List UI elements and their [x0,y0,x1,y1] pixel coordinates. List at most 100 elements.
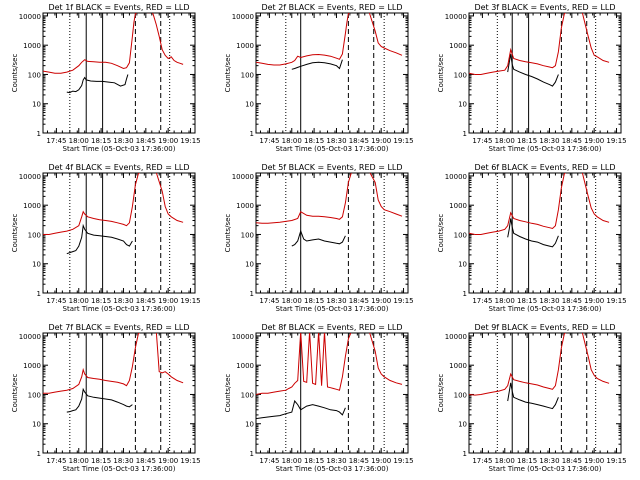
x-tick-label: 19:00 [158,137,178,145]
series-lld-line [256,13,403,66]
x-tick-label: 18:30 [326,457,346,465]
y-tick-label: 10 [458,261,467,269]
y-tick-label: 10000 [232,173,254,181]
x-tick-label: 18:15 [517,297,537,305]
x-tick-label: 18:15 [304,457,324,465]
plot-frame [255,172,409,294]
x-tick-label: 19:00 [371,137,391,145]
x-tick-label: 17:45 [46,457,66,465]
x-tick-label: 19:15 [606,297,626,305]
panel-title: Det 5f BLACK = Events, RED = LLD [261,163,402,172]
y-axis-label: Counts/sec [224,374,232,413]
y-tick-label: 100 [454,391,467,399]
y-axis-label: Counts/sec [11,214,19,253]
x-tick-label: 17:45 [46,137,66,145]
y-axis-label: Counts/sec [224,54,232,93]
x-tick-label: 19:15 [393,137,413,145]
series-lld-line [469,333,610,396]
x-tick-label: 18:45 [136,297,156,305]
plot-panel-5: Det 5f BLACK = Events, RED = LLD 1 10 100 10… [224,163,414,313]
series-events-line [66,387,133,413]
series-events-line [291,229,346,247]
y-axis-label: Counts/sec [437,54,445,93]
y-tick-label: 10000 [445,333,467,341]
series-events-line [291,59,343,70]
panel-title: Det 9f BLACK = Events, RED = LLD [474,323,615,332]
y-axis-label: Counts/sec [11,54,19,93]
plot-panel-3: Det 3f BLACK = Events, RED = LLD 1 10 100 10… [437,3,627,153]
y-tick-label: 10 [458,101,467,109]
y-tick-label: 1 [463,450,467,458]
series-lld-line [469,173,610,235]
y-tick-label: 1 [37,130,41,138]
y-tick-label: 10 [245,101,254,109]
x-tick-label: 19:15 [180,297,200,305]
x-tick-label: 19:00 [158,297,178,305]
y-tick-label: 1000 [236,362,254,370]
x-tick-label: 18:00 [282,297,302,305]
y-tick-label: 1 [250,450,254,458]
y-tick-label: 10000 [19,333,41,341]
x-tick-label: 18:45 [562,137,582,145]
y-tick-label: 100 [241,71,254,79]
plot-frame [255,12,409,134]
series-lld-line [256,333,403,395]
panel-title: Det 6f BLACK = Events, RED = LLD [474,163,615,172]
x-tick-label: 18:00 [69,297,89,305]
x-tick-label: 18:45 [349,457,369,465]
x-tick-label: 18:15 [91,297,111,305]
series-events-line [256,399,346,420]
series-lld-line [43,333,184,394]
plot-panel-4: Det 4f BLACK = Events, RED = LLD 1 10 100 10… [11,163,201,313]
x-tick-label: 18:30 [326,137,346,145]
plot-area [256,173,403,293]
x-tick-label: 17:45 [259,297,279,305]
plot-area [43,13,184,133]
x-axis-label: Start Time (05-Oct-03 17:36:00) [489,145,602,153]
x-tick-label: 19:15 [606,137,626,145]
x-tick-label: 17:45 [472,457,492,465]
x-axis-label: Start Time (05-Oct-03 17:36:00) [489,465,602,473]
x-tick-label: 18:30 [326,297,346,305]
x-tick-label: 18:30 [113,457,133,465]
x-tick-label: 19:15 [393,297,413,305]
plot-panel-8: Det 8f BLACK = Events, RED = LLD 1 10 100 10… [224,323,414,473]
y-tick-label: 10 [245,421,254,429]
y-tick-label: 10000 [445,173,467,181]
plot-area [256,333,403,453]
plot-area [256,13,403,133]
y-tick-label: 100 [241,391,254,399]
x-tick-label: 19:00 [371,457,391,465]
x-tick-label: 18:45 [562,297,582,305]
x-tick-label: 17:45 [472,137,492,145]
panel-title: Det 4f BLACK = Events, RED = LLD [48,163,189,172]
x-tick-label: 17:45 [259,457,279,465]
x-tick-label: 19:00 [371,297,391,305]
x-tick-label: 18:45 [349,297,369,305]
y-tick-label: 100 [454,71,467,79]
x-tick-label: 18:15 [517,137,537,145]
x-tick-label: 18:45 [562,457,582,465]
y-tick-label: 1 [37,450,41,458]
plot-frame [255,332,409,454]
x-tick-label: 18:00 [495,457,515,465]
x-tick-label: 18:00 [282,457,302,465]
plot-panel-2: Det 2f BLACK = Events, RED = LLD 1 10 100 10… [224,3,414,153]
series-lld-line [469,13,610,75]
x-axis-label: Start Time (05-Oct-03 17:36:00) [489,305,602,313]
panel-title: Det 2f BLACK = Events, RED = LLD [261,3,402,12]
y-tick-label: 10000 [445,13,467,21]
plot-area [469,173,610,293]
y-axis-label: Counts/sec [224,214,232,253]
series-lld-line [256,173,403,224]
x-tick-label: 18:00 [282,137,302,145]
y-tick-label: 1000 [236,202,254,210]
y-tick-label: 100 [28,231,41,239]
x-tick-label: 18:30 [113,297,133,305]
x-tick-label: 18:00 [495,137,515,145]
plot-panel-6: Det 6f BLACK = Events, RED = LLD 1 10 100 10… [437,163,627,313]
y-tick-label: 1000 [23,202,41,210]
x-tick-label: 19:15 [393,457,413,465]
y-tick-label: 1 [37,290,41,298]
x-axis-label: Start Time (05-Oct-03 17:36:00) [63,465,176,473]
